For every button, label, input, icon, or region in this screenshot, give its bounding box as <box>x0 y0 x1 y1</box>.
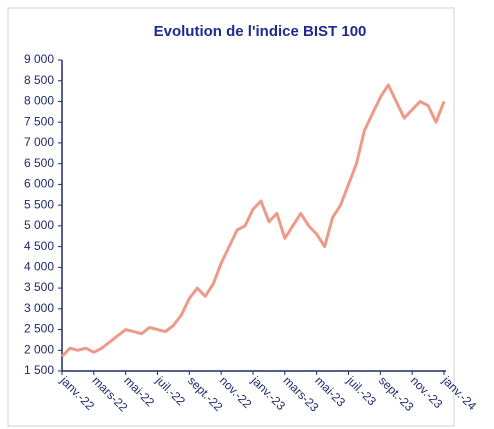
y-tick-label: 7 000 <box>24 135 54 149</box>
y-tick-label: 5 500 <box>24 197 54 211</box>
y-tick-label: 8 500 <box>24 73 54 87</box>
chart-title: Evolution de l'indice BIST 100 <box>154 23 367 40</box>
y-tick-label: 2 000 <box>24 342 54 356</box>
y-tick-label: 8 000 <box>24 94 54 108</box>
line-series <box>60 83 446 358</box>
y-tick-label: 6 000 <box>24 177 54 191</box>
y-tick-label: 7 500 <box>24 114 54 128</box>
y-tick-label: 4 000 <box>24 260 54 274</box>
y-tick-label: 5 000 <box>24 218 54 232</box>
y-tick-label: 3 000 <box>24 301 54 315</box>
y-tick-label: 6 500 <box>24 156 54 170</box>
y-tick-label: 9 000 <box>24 52 54 66</box>
y-tick-label: 1 500 <box>24 363 54 377</box>
y-tick-label: 4 500 <box>24 239 54 253</box>
y-tick-label: 2 500 <box>24 322 54 336</box>
chart-frame <box>7 7 455 427</box>
y-tick-label: 3 500 <box>24 280 54 294</box>
